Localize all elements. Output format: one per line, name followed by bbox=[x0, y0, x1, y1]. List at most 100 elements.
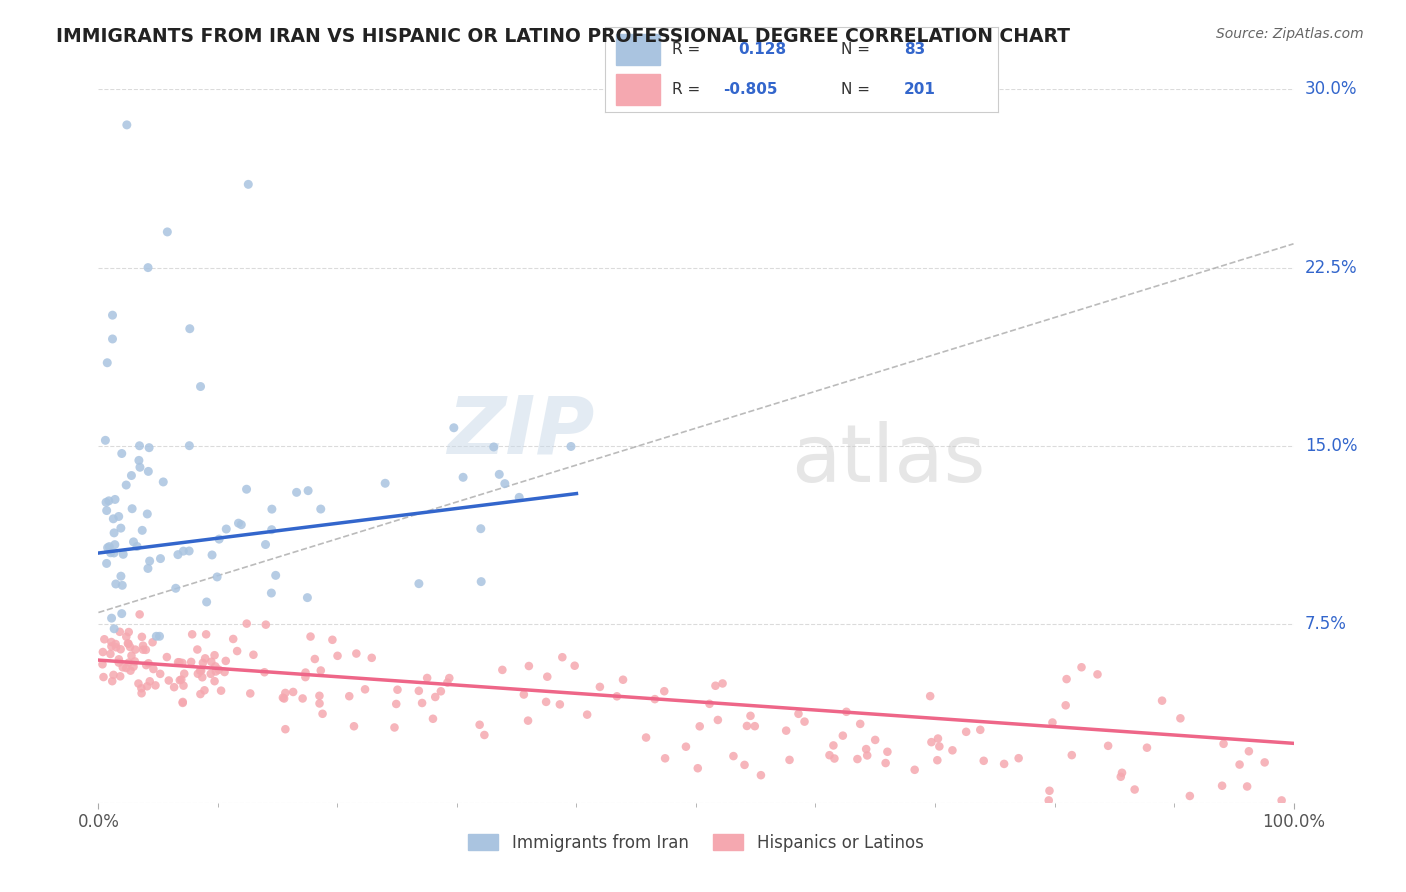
Point bbox=[94, 434, 117, 448]
Point bbox=[131, 686, 153, 700]
Point bbox=[416, 671, 439, 685]
Point bbox=[138, 554, 160, 568]
Text: 30.0%: 30.0% bbox=[1305, 80, 1357, 98]
Point bbox=[321, 632, 343, 647]
Point bbox=[654, 751, 676, 765]
Point bbox=[818, 748, 841, 763]
Point bbox=[111, 578, 134, 592]
Point bbox=[124, 642, 146, 657]
Point bbox=[149, 666, 172, 681]
Bar bbox=[616, 35, 659, 65]
Point bbox=[260, 586, 283, 600]
Point bbox=[740, 709, 762, 723]
Point bbox=[927, 753, 949, 767]
Point bbox=[294, 670, 316, 684]
Point bbox=[209, 683, 232, 698]
Point bbox=[96, 503, 118, 517]
Point bbox=[172, 696, 194, 710]
Point bbox=[704, 679, 727, 693]
Point bbox=[157, 673, 180, 688]
Point bbox=[384, 721, 406, 735]
Point bbox=[1212, 737, 1234, 751]
Point bbox=[560, 440, 582, 454]
Point bbox=[744, 719, 766, 733]
Point bbox=[111, 607, 134, 621]
Point bbox=[226, 644, 249, 658]
Point bbox=[491, 663, 513, 677]
Point bbox=[152, 475, 174, 489]
Point bbox=[551, 650, 574, 665]
Point bbox=[470, 522, 492, 536]
Point bbox=[1271, 793, 1294, 807]
Point bbox=[299, 630, 322, 644]
Point bbox=[208, 532, 231, 546]
Point bbox=[103, 546, 125, 560]
Point bbox=[271, 690, 294, 705]
Point bbox=[354, 682, 377, 697]
Point bbox=[128, 453, 150, 467]
Point bbox=[145, 629, 167, 643]
Point bbox=[145, 678, 167, 692]
Point bbox=[337, 689, 360, 703]
Point bbox=[425, 690, 447, 704]
Point bbox=[470, 574, 492, 589]
Point bbox=[474, 728, 496, 742]
Point bbox=[508, 491, 530, 505]
Point bbox=[111, 660, 134, 674]
Text: 22.5%: 22.5% bbox=[1305, 259, 1357, 277]
Point bbox=[274, 686, 297, 700]
Point bbox=[135, 658, 157, 673]
Point bbox=[548, 698, 571, 712]
Point bbox=[439, 671, 461, 685]
Point bbox=[1170, 711, 1192, 725]
Point bbox=[636, 731, 658, 745]
Point bbox=[156, 225, 179, 239]
Point bbox=[94, 495, 117, 509]
Text: 0.128: 0.128 bbox=[738, 42, 786, 57]
Point bbox=[260, 523, 283, 537]
Point bbox=[107, 509, 129, 524]
Point bbox=[100, 640, 122, 654]
Point bbox=[201, 548, 224, 562]
Point bbox=[101, 308, 124, 322]
Point bbox=[675, 739, 697, 754]
Point bbox=[139, 674, 162, 689]
Point bbox=[711, 676, 734, 690]
Point bbox=[589, 680, 612, 694]
Point bbox=[534, 695, 557, 709]
Point bbox=[205, 665, 228, 679]
Point bbox=[228, 516, 250, 531]
Point bbox=[93, 670, 115, 684]
Point bbox=[128, 607, 150, 622]
Point bbox=[124, 654, 146, 668]
Point bbox=[173, 666, 195, 681]
Point bbox=[186, 642, 208, 657]
Point bbox=[235, 616, 257, 631]
Point bbox=[273, 691, 295, 706]
Point bbox=[190, 687, 212, 701]
Point bbox=[686, 761, 709, 775]
Point bbox=[205, 570, 228, 584]
Text: atlas: atlas bbox=[792, 421, 986, 500]
Point bbox=[122, 534, 145, 549]
Point bbox=[385, 697, 408, 711]
Point bbox=[131, 524, 153, 538]
Point bbox=[115, 661, 138, 675]
Point bbox=[734, 758, 756, 772]
Point bbox=[204, 674, 226, 689]
Point bbox=[1111, 765, 1133, 780]
Point bbox=[104, 538, 127, 552]
Point bbox=[193, 683, 215, 698]
Point bbox=[128, 439, 150, 453]
Point bbox=[156, 650, 179, 665]
Point bbox=[214, 665, 236, 679]
Point bbox=[180, 655, 202, 669]
Point bbox=[291, 691, 314, 706]
Point bbox=[191, 656, 214, 670]
Point bbox=[374, 476, 396, 491]
Text: ZIP: ZIP bbox=[447, 392, 595, 471]
Text: 15.0%: 15.0% bbox=[1305, 437, 1357, 455]
Point bbox=[1060, 748, 1083, 763]
Point bbox=[172, 656, 194, 670]
Point bbox=[111, 446, 134, 460]
